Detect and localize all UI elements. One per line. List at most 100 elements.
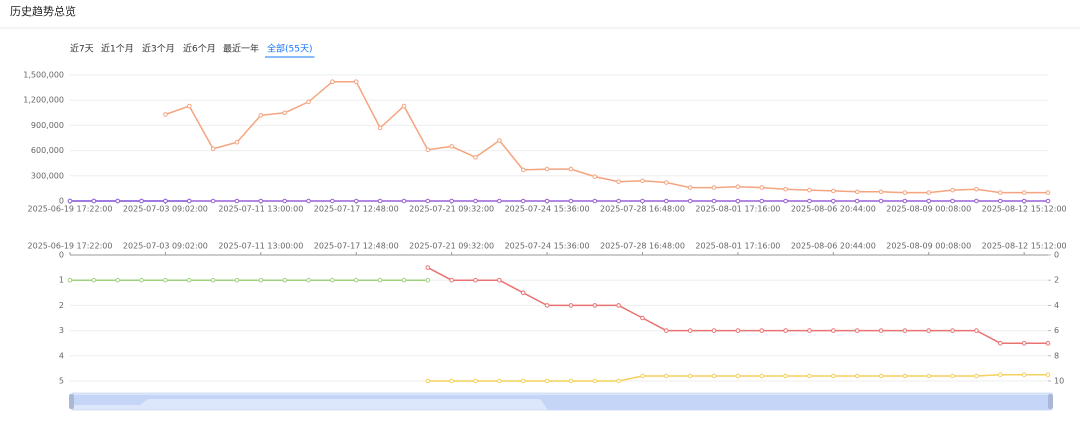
data-point — [91, 198, 97, 204]
data-point — [210, 198, 216, 204]
data-point — [759, 185, 765, 190]
x-tick-label: 2025-08-09 00:08:00 — [886, 205, 971, 214]
data-point — [997, 372, 1003, 378]
data-point — [1045, 198, 1051, 204]
data-point — [902, 198, 908, 204]
x-tick-label: 2025-07-28 16:48:00 — [600, 242, 685, 251]
data-point — [783, 373, 788, 379]
x-tick-label: 2025-07-24 15:36:00 — [505, 205, 590, 214]
data-point — [497, 198, 502, 204]
data-point — [831, 198, 836, 204]
data-point — [878, 189, 884, 195]
y-tick-label: 600,000 — [31, 146, 64, 155]
data-point — [115, 198, 121, 204]
data-point — [640, 178, 645, 184]
data-point — [425, 277, 431, 283]
data-point — [401, 103, 407, 109]
data-point — [974, 373, 979, 379]
x-tick-label: 2025-07-11 13:00:00 — [218, 205, 303, 214]
section-title: 历史趋势总览 — [10, 4, 76, 18]
data-point — [687, 328, 693, 333]
data-point — [568, 378, 574, 384]
data-point — [997, 198, 1003, 204]
data-point — [91, 277, 97, 283]
data-point — [783, 328, 788, 333]
data-point — [926, 373, 932, 379]
x-tick-label: 2025-06-19 17:22:00 — [28, 205, 113, 214]
data-point — [1021, 372, 1027, 378]
x-tick-label: 2025-07-24 15:36:00 — [505, 242, 590, 251]
data-point — [950, 187, 955, 193]
data-point — [687, 198, 693, 204]
y2-tick-label: 0 — [1054, 251, 1059, 260]
data-point — [807, 373, 812, 379]
data-point — [759, 373, 765, 379]
data-point — [473, 378, 478, 384]
data-point — [497, 378, 502, 384]
y-tick-label: 3 — [59, 326, 64, 335]
data-point — [640, 315, 645, 321]
tab[interactable]: 近1个月 — [101, 43, 134, 55]
data-point — [234, 277, 240, 283]
data-point — [186, 103, 192, 109]
data-point — [544, 198, 550, 204]
data-point — [640, 373, 645, 379]
data-point — [568, 198, 574, 204]
data-point — [353, 79, 359, 85]
data-point — [1021, 340, 1027, 346]
data-point — [186, 277, 192, 283]
data-point — [950, 198, 955, 204]
data-point — [115, 277, 121, 283]
x-tick-label: 2025-08-06 20:44:00 — [791, 242, 876, 251]
data-point — [711, 328, 717, 333]
data-point — [282, 277, 287, 283]
data-point — [258, 198, 264, 204]
data-point — [831, 328, 836, 333]
data-point — [163, 112, 168, 117]
tab[interactable]: 近3个月 — [142, 43, 175, 55]
data-point — [520, 167, 526, 173]
tab[interactable]: 最近一年 — [223, 43, 259, 55]
y-tick-label: 0 — [59, 251, 64, 260]
data-point — [974, 198, 979, 204]
y-tick-label: 1 — [59, 276, 64, 285]
data-point — [473, 198, 478, 204]
x-tick-label: 2025-08-12 15:12:00 — [982, 242, 1067, 251]
zoom-slider[interactable] — [69, 392, 1053, 411]
data-point — [330, 79, 335, 85]
y-tick-label: 900,000 — [31, 121, 64, 130]
x-tick-label: 2025-08-01 17:16:00 — [695, 242, 780, 251]
data-point — [377, 198, 383, 204]
data-point — [807, 198, 812, 204]
data-point — [353, 198, 359, 204]
y2-tick-label: 4 — [1054, 301, 1059, 310]
data-point — [616, 198, 621, 204]
slider-handle[interactable] — [69, 394, 74, 409]
tab[interactable]: 近6个月 — [183, 43, 216, 55]
data-point — [568, 303, 574, 308]
y-tick-label: 2 — [59, 301, 64, 310]
data-point — [1021, 198, 1027, 204]
data-point — [807, 328, 812, 333]
data-point — [664, 373, 669, 379]
slider-handle[interactable] — [1048, 394, 1053, 409]
x-tick-label: 2025-08-01 17:16:00 — [695, 205, 780, 214]
tab[interactable]: 全部(55天) — [267, 43, 312, 55]
data-point — [950, 373, 955, 379]
x-tick-label: 2025-07-03 09:02:00 — [123, 242, 208, 251]
data-point — [544, 303, 550, 308]
data-point — [878, 373, 884, 379]
data-point — [974, 328, 979, 333]
data-point — [306, 277, 311, 283]
data-point — [330, 198, 335, 204]
data-point — [258, 113, 264, 118]
x-tick-label: 2025-07-28 16:48:00 — [600, 205, 685, 214]
data-point — [163, 198, 168, 204]
data-point — [210, 146, 216, 152]
data-point — [163, 277, 168, 283]
x-tick-label: 2025-07-03 09:02:00 — [123, 205, 208, 214]
y2-tick-label: 10 — [1054, 377, 1064, 386]
data-point — [711, 373, 717, 379]
tab[interactable]: 近7天 — [70, 43, 94, 55]
